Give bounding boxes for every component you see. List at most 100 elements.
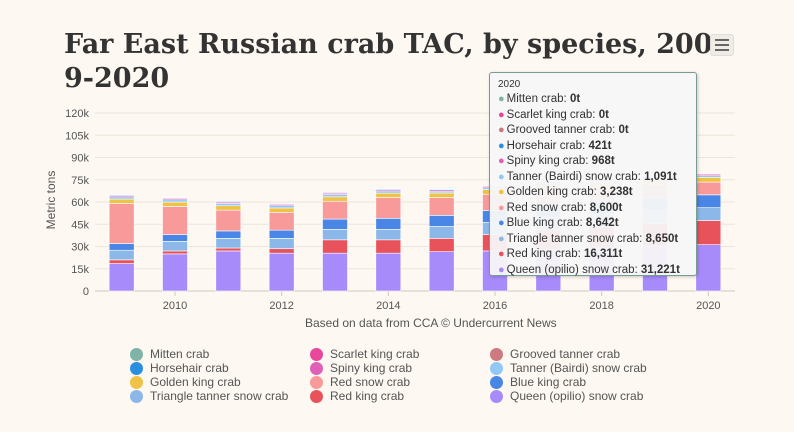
- bar-segment[interactable]: [108, 203, 135, 244]
- bar-segment[interactable]: [322, 239, 348, 254]
- bar-segment[interactable]: [162, 199, 188, 203]
- bar-segment[interactable]: [322, 252, 348, 292]
- bar-segment[interactable]: [268, 229, 295, 239]
- legend-item[interactable]: Queen (opilio) snow crab: [490, 389, 643, 403]
- bar-segment[interactable]: [428, 197, 455, 216]
- legend-item[interactable]: Mitten crab: [130, 347, 209, 361]
- bar-segment[interactable]: [215, 201, 242, 203]
- bar-segment[interactable]: [375, 197, 402, 219]
- tooltip-value: 1,091t: [644, 170, 677, 183]
- bar-segment[interactable]: [268, 252, 295, 292]
- bar-segment[interactable]: [322, 196, 348, 202]
- bar-segment[interactable]: [375, 190, 402, 194]
- tooltip-label: Spiny king crab:: [506, 155, 592, 167]
- bar-segment[interactable]: [428, 192, 455, 198]
- bar-segment[interactable]: [268, 207, 295, 213]
- bar-segment[interactable]: [695, 220, 722, 245]
- bar-segment[interactable]: [428, 188, 455, 190]
- bar-segment[interactable]: [215, 205, 242, 211]
- tooltip-row: ● Mitten crab: 0t: [498, 92, 688, 108]
- legend-marker-icon: [490, 375, 503, 389]
- bar-segment[interactable]: [322, 200, 348, 220]
- tooltip-row: ● Scarlet king crab: 0t: [498, 108, 688, 124]
- bar-segment[interactable]: [695, 244, 722, 292]
- bar-segment[interactable]: [162, 234, 188, 242]
- bar-segment[interactable]: [215, 247, 242, 252]
- bar-segment[interactable]: [695, 194, 722, 208]
- bar-segment[interactable]: [268, 212, 295, 231]
- bar-segment[interactable]: [375, 229, 402, 241]
- legend-item[interactable]: Red snow crab: [310, 375, 410, 389]
- chart-menu-button[interactable]: [710, 34, 734, 56]
- bar-segment[interactable]: [162, 197, 188, 199]
- bar-segment[interactable]: [322, 192, 348, 194]
- tooltip-row: ● Triangle tanner snow crab: 8,650t: [498, 232, 688, 248]
- legend-item[interactable]: Scarlet king crab: [310, 347, 419, 361]
- bar-segment[interactable]: [162, 241, 188, 252]
- bar-segment[interactable]: [695, 176, 722, 183]
- bar-segment[interactable]: [108, 243, 135, 251]
- bar-segment[interactable]: [162, 250, 188, 255]
- bar-segment[interactable]: [215, 230, 242, 239]
- bar-segment[interactable]: [322, 229, 348, 241]
- bar-segment[interactable]: [162, 201, 188, 207]
- legend-item[interactable]: Spiny king crab: [310, 361, 412, 375]
- bar-segment[interactable]: [215, 250, 242, 292]
- bar-segment[interactable]: [375, 192, 402, 198]
- bar-segment[interactable]: [695, 181, 722, 196]
- legend-marker-icon: [310, 389, 323, 403]
- bar-segment[interactable]: [375, 239, 402, 254]
- bar-segment[interactable]: [162, 253, 188, 292]
- bar-segment[interactable]: [268, 248, 295, 254]
- bar-segment[interactable]: [428, 215, 455, 227]
- bar-segment[interactable]: [108, 194, 135, 196]
- tooltip-value: 8,650t: [645, 232, 679, 245]
- bar-segment[interactable]: [215, 209, 242, 232]
- legend-marker-icon: [310, 375, 323, 389]
- legend-marker-icon: [130, 347, 143, 361]
- bar-segment[interactable]: [695, 207, 722, 221]
- bar-segment[interactable]: [268, 238, 295, 250]
- legend-marker-icon: [130, 375, 143, 389]
- bar-segment[interactable]: [215, 203, 242, 207]
- chart-tooltip: 2020 ● Mitten crab: 0t ● Scarlet king crab:…: [489, 72, 697, 276]
- tooltip-value: 0t: [618, 124, 629, 136]
- bar-segment[interactable]: [268, 205, 295, 209]
- bar-segment[interactable]: [162, 206, 188, 235]
- bar-segment[interactable]: [375, 188, 402, 190]
- legend-item[interactable]: Triangle tanner snow crab: [130, 389, 288, 403]
- tooltip-marker-icon: ●: [498, 139, 505, 152]
- bar-segment[interactable]: [268, 203, 295, 205]
- legend-item[interactable]: Blue king crab: [490, 375, 586, 389]
- tooltip-row: ● Red snow crab: 8,600t: [498, 201, 688, 217]
- x-axis-title: Based on data from CCA © Undercurrent Ne…: [305, 316, 557, 330]
- bar-segment[interactable]: [428, 226, 455, 239]
- y-tick-label: 0: [83, 286, 89, 298]
- legend-item[interactable]: Red king crab: [310, 389, 404, 403]
- bar-segment[interactable]: [108, 263, 135, 292]
- bar-segment[interactable]: [428, 251, 455, 292]
- legend-label: Spiny king crab: [330, 361, 413, 375]
- bar-segment[interactable]: [322, 194, 348, 198]
- legend-item[interactable]: Horsehair crab: [130, 361, 229, 375]
- x-tick-label: 2010: [163, 300, 187, 312]
- bar-segment[interactable]: [322, 218, 348, 230]
- bar-segment[interactable]: [375, 252, 402, 292]
- bar-segment[interactable]: [108, 249, 135, 261]
- legend-item[interactable]: Golden king crab: [130, 375, 241, 389]
- bar-segment[interactable]: [108, 196, 135, 200]
- tooltip-value: 421t: [588, 139, 612, 152]
- bar-segment[interactable]: [695, 173, 722, 175]
- legend-label: Mitten crab: [150, 347, 210, 361]
- bar-segment[interactable]: [108, 198, 135, 204]
- tooltip-label: Blue king crab:: [506, 217, 586, 229]
- tooltip-row: ● Blue king crab: 8,642t: [498, 216, 688, 232]
- bar-segment[interactable]: [428, 238, 455, 252]
- bar-segment[interactable]: [108, 259, 135, 264]
- bar-segment[interactable]: [215, 238, 242, 249]
- legend-item[interactable]: Grooved tanner crab: [490, 347, 620, 361]
- legend-item[interactable]: Tanner (Bairdi) snow crab: [490, 361, 647, 375]
- bar-segment[interactable]: [375, 218, 402, 230]
- tooltip-marker-icon: ●: [498, 124, 505, 136]
- tooltip-marker-icon: ●: [498, 201, 505, 214]
